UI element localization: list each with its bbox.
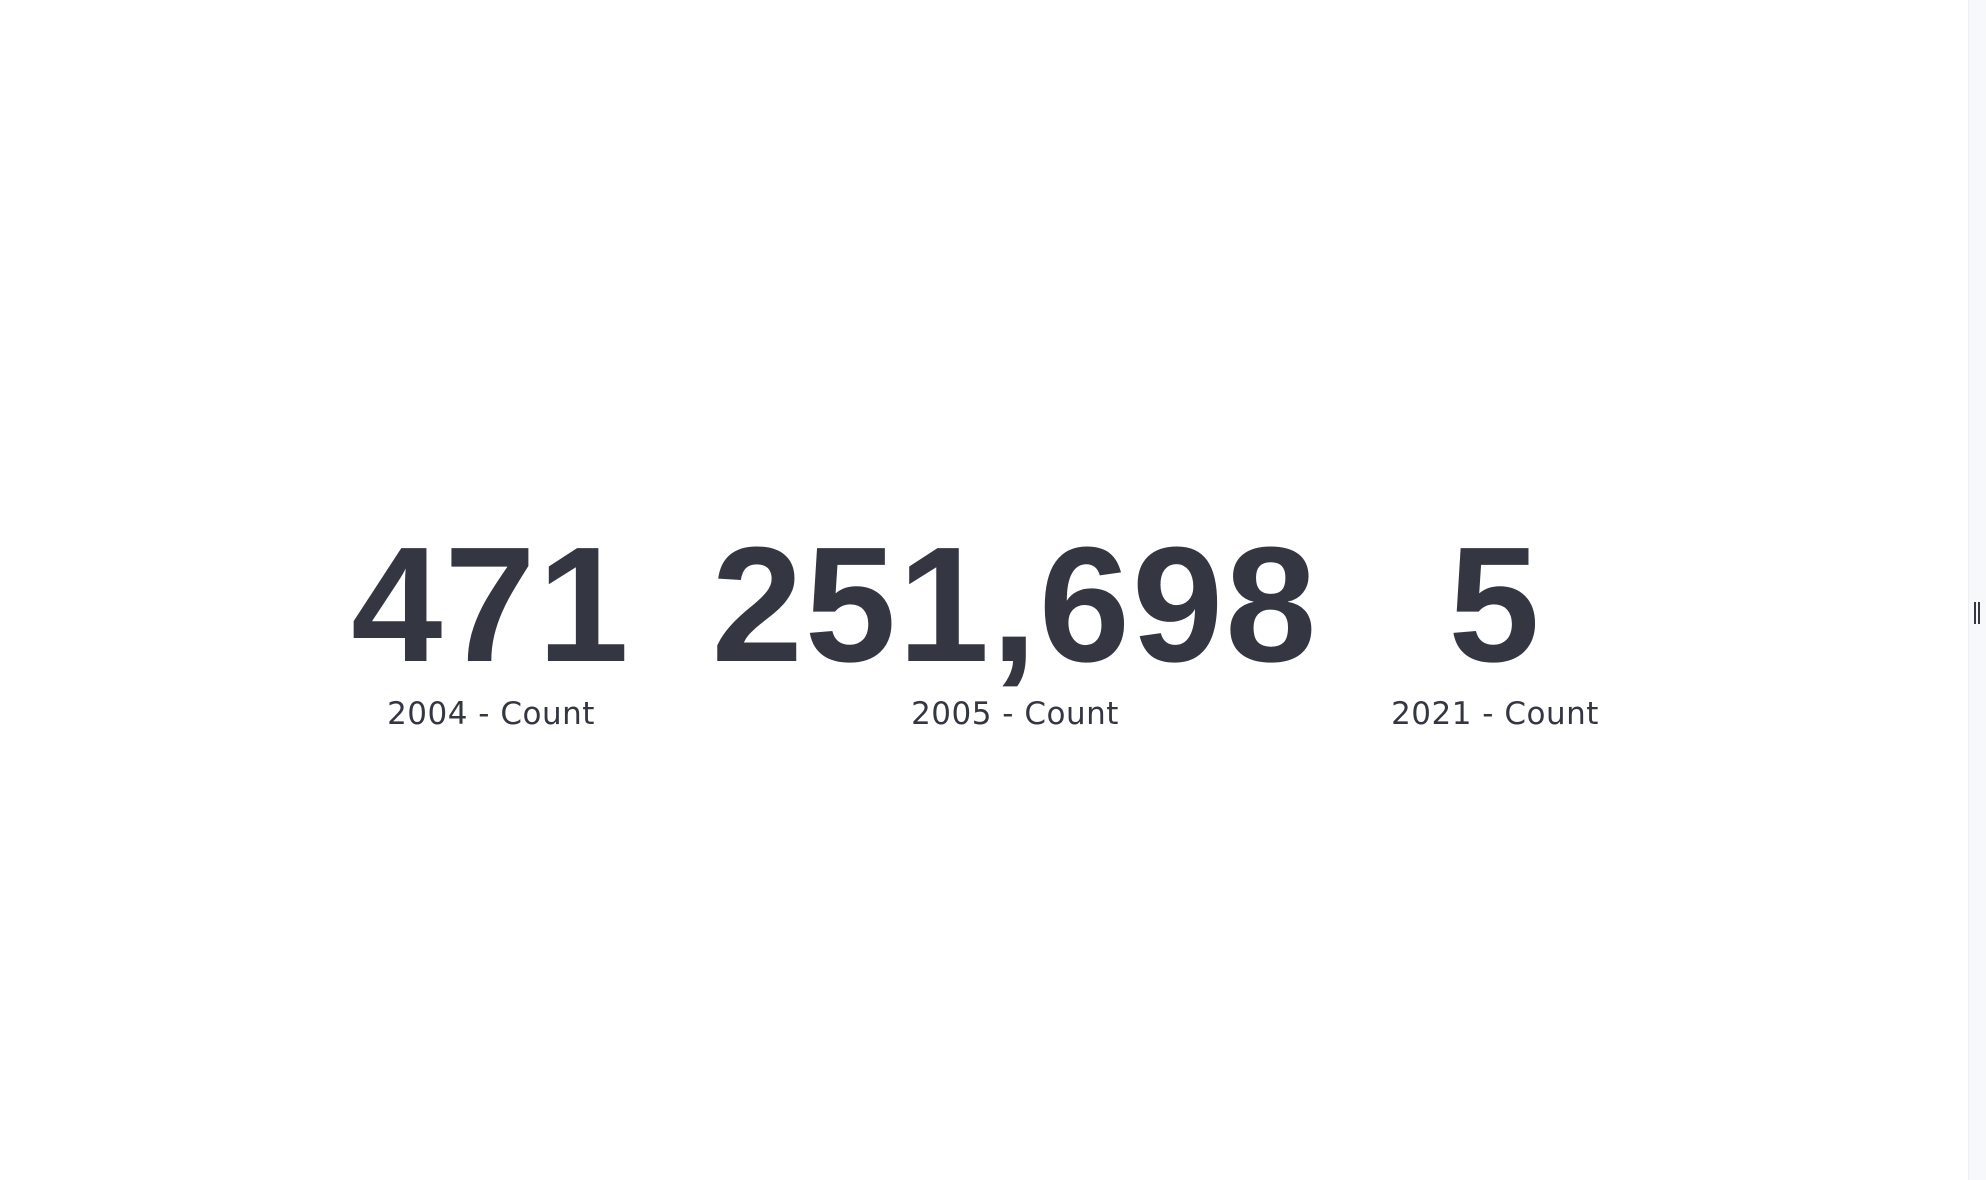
metrics-row: 471 2004 - Count 251,698 2005 - Count 5 … — [0, 520, 1968, 740]
metric-label: 2021 - Count — [1391, 696, 1599, 732]
drag-handle-icon[interactable] — [1974, 602, 1980, 624]
metric-value: 5 — [1448, 513, 1542, 696]
metric-value: 251,698 — [711, 513, 1319, 696]
metric-2021: 5 2021 - Count — [1380, 520, 1610, 734]
metric-label: 2004 - Count — [387, 696, 595, 732]
metric-2005: 251,698 2005 - Count — [690, 520, 1340, 734]
side-panel-strip — [1968, 0, 1986, 1180]
drag-handle-bar — [1974, 602, 1976, 624]
metric-value: 471 — [351, 513, 631, 696]
metric-2004: 471 2004 - Count — [346, 520, 636, 734]
drag-handle-bar — [1978, 602, 1980, 624]
metric-label: 2005 - Count — [911, 696, 1119, 732]
